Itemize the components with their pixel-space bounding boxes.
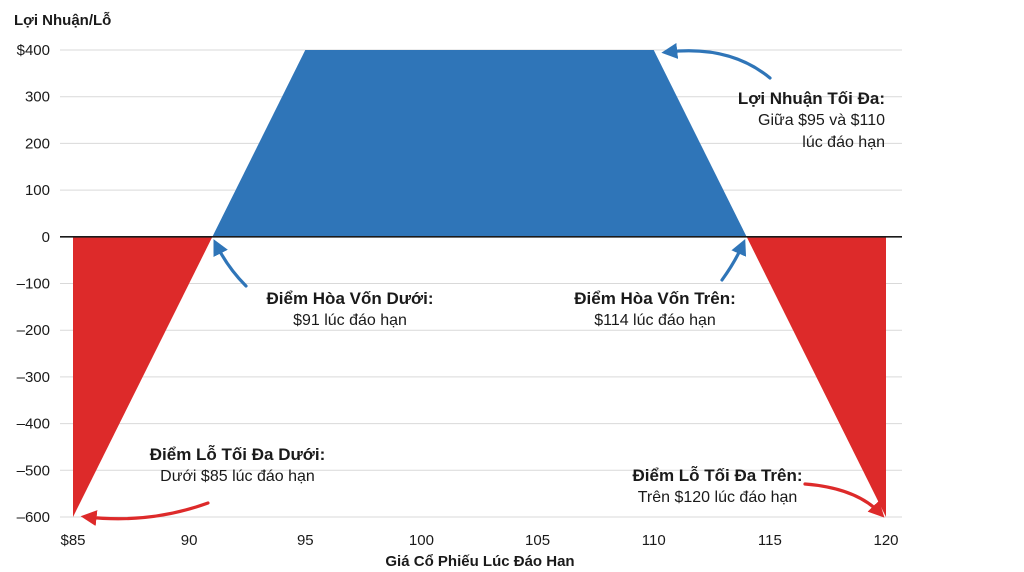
y-tick-label: –500 [17, 462, 50, 479]
annotation-upper-breakeven: Điểm Hòa Vốn Trên: $114 lúc đáo hạn [545, 288, 765, 332]
y-tick-label: –600 [17, 509, 50, 526]
y-tick-label: 300 [25, 89, 50, 106]
lower-max-loss-arrow [80, 501, 210, 527]
upper-max-loss-arrow [803, 482, 885, 518]
loss-area-lower [73, 236, 213, 518]
annotation-lower-max-loss: Điểm Lỗ Tối Đa Dưới: Dưới $85 lúc đáo hạ… [130, 444, 345, 488]
lower-breakeven-arrow [213, 239, 248, 288]
x-tick-label: 120 [873, 532, 898, 549]
y-tick-label: –300 [17, 369, 50, 386]
upper-breakeven-arrow [720, 238, 747, 282]
x-tick-label: $85 [60, 532, 85, 549]
x-tick-label: 115 [758, 532, 782, 549]
x-tick-label: 100 [409, 532, 434, 549]
annotation-upper-max-loss: Điểm Lỗ Tối Đa Trên: Trên $120 lúc đáo h… [610, 465, 825, 509]
y-tick-label: $400 [17, 42, 50, 59]
y-tick-label: –200 [17, 322, 50, 339]
payoff-areas [73, 50, 886, 518]
x-axis-label: Giá Cổ Phiếu Lúc Đáo Han [385, 553, 575, 570]
x-tick-labels: $85 90 95 100 105 110 115 120 [60, 532, 898, 549]
annotation-title: Điểm Hòa Vốn Trên: [574, 289, 736, 308]
annotation-line: Trên $120 lúc đáo hạn [637, 489, 798, 506]
annotation-line: $91 lúc đáo hạn [293, 312, 407, 329]
profit-area [212, 50, 747, 237]
annotation-line: $114 lúc đáo hạn [594, 312, 716, 329]
annotation-title: Điểm Lỗ Tối Đa Dưới: [149, 445, 326, 464]
loss-area-upper [746, 236, 886, 518]
annotation-arrows [80, 42, 885, 527]
y-axis-label: Lợi Nhuận/Lỗ [14, 12, 112, 29]
x-tick-label: 95 [297, 532, 314, 549]
x-tick-label: 110 [642, 532, 666, 549]
annotation-title: Điểm Lỗ Tối Đa Trên: [632, 466, 803, 485]
annotation-max-profit: Lợi Nhuận Tối Đa: Giữa $95 và $110 lúc đ… [700, 88, 885, 154]
annotation-line: Dưới $85 lúc đáo hạn [160, 468, 315, 485]
max-profit-arrow [661, 42, 772, 80]
annotation-line: Giữa $95 và $110 [758, 112, 885, 129]
annotation-title: Điểm Hòa Vốn Dưới: [266, 289, 434, 308]
annotation-line: lúc đáo hạn [802, 134, 885, 151]
grid-lines [60, 49, 902, 518]
x-tick-label: 90 [181, 532, 198, 549]
annotation-lower-breakeven: Điểm Hòa Vốn Dưới: $91 lúc đáo hạn [240, 288, 460, 332]
y-tick-label: 100 [25, 182, 50, 199]
annotation-title: Lợi Nhuận Tối Đa: [737, 89, 885, 108]
y-tick-label: 0 [42, 229, 50, 246]
x-tick-label: 105 [525, 532, 550, 549]
y-tick-labels: $400 300 200 100 0 –100 –200 –300 –400 –500 –600 [17, 42, 50, 526]
y-tick-label: –400 [17, 416, 50, 433]
y-tick-label: 200 [25, 135, 50, 152]
y-tick-label: –100 [17, 276, 50, 293]
